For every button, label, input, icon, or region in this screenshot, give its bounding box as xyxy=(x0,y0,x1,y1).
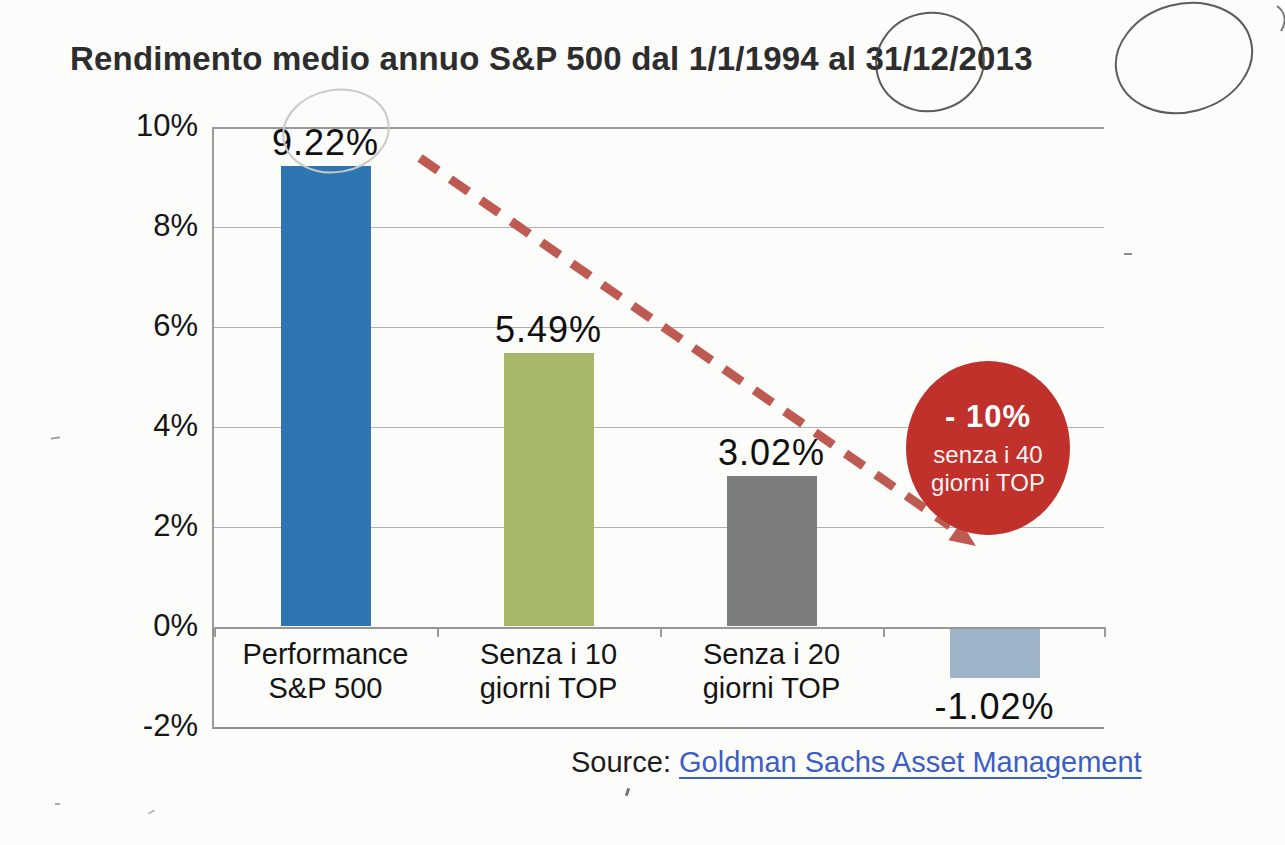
bar-value-label: 9.22% xyxy=(216,122,436,164)
y-axis-tick-label: -2% xyxy=(102,708,198,744)
bar-value-label: 5.49% xyxy=(439,309,659,351)
chart-title: Rendimento medio annuo S&P 500 dal 1/1/1… xyxy=(70,40,1200,78)
category-label: Senza i 10 giorni TOP xyxy=(437,637,660,705)
source-prefix: Source: xyxy=(571,746,671,778)
badge-line3: giorni TOP xyxy=(931,469,1045,497)
bar-0 xyxy=(281,166,371,626)
scan-speck xyxy=(1124,253,1132,255)
bar-1 xyxy=(504,353,594,627)
y-axis-tick-label: 8% xyxy=(102,208,198,244)
pen-stray-mark xyxy=(1277,6,1284,31)
category-label: Performance S&P 500 xyxy=(214,637,437,705)
bar-3 xyxy=(950,629,1040,678)
minus-10-percent-badge: - 10% senza i 40 giorni TOP xyxy=(906,361,1070,535)
x-axis-tick xyxy=(660,627,662,637)
y-axis-tick-label: 10% xyxy=(102,108,198,144)
x-axis-tick xyxy=(214,627,216,637)
badge-headline: - 10% xyxy=(945,399,1031,435)
scan-speck xyxy=(51,436,60,439)
x-axis-tick xyxy=(1104,627,1106,637)
category-label: Senza i 20 giorni TOP xyxy=(660,637,883,705)
y-axis-tick-label: 6% xyxy=(102,308,198,344)
scanned-chart-page: Rendimento medio annuo S&P 500 dal 1/1/1… xyxy=(0,0,1285,845)
y-axis-tick-label: 2% xyxy=(102,508,198,544)
bar-2 xyxy=(727,476,817,626)
scan-speck xyxy=(55,803,60,805)
y-axis-tick-label: 0% xyxy=(102,608,198,644)
scan-speck xyxy=(148,809,155,814)
x-axis-tick xyxy=(437,627,439,637)
source-line: Source: Goldman Sachs Asset Management xyxy=(571,746,1142,779)
y-axis-tick-label: 4% xyxy=(102,408,198,444)
bar-value-label: 3.02% xyxy=(662,432,882,474)
bar-value-label: -1.02% xyxy=(885,686,1105,728)
scan-speck xyxy=(625,788,630,797)
x-axis-tick xyxy=(883,627,885,637)
source-link[interactable]: Goldman Sachs Asset Management xyxy=(679,746,1142,778)
badge-line2: senza i 40 xyxy=(933,441,1042,469)
